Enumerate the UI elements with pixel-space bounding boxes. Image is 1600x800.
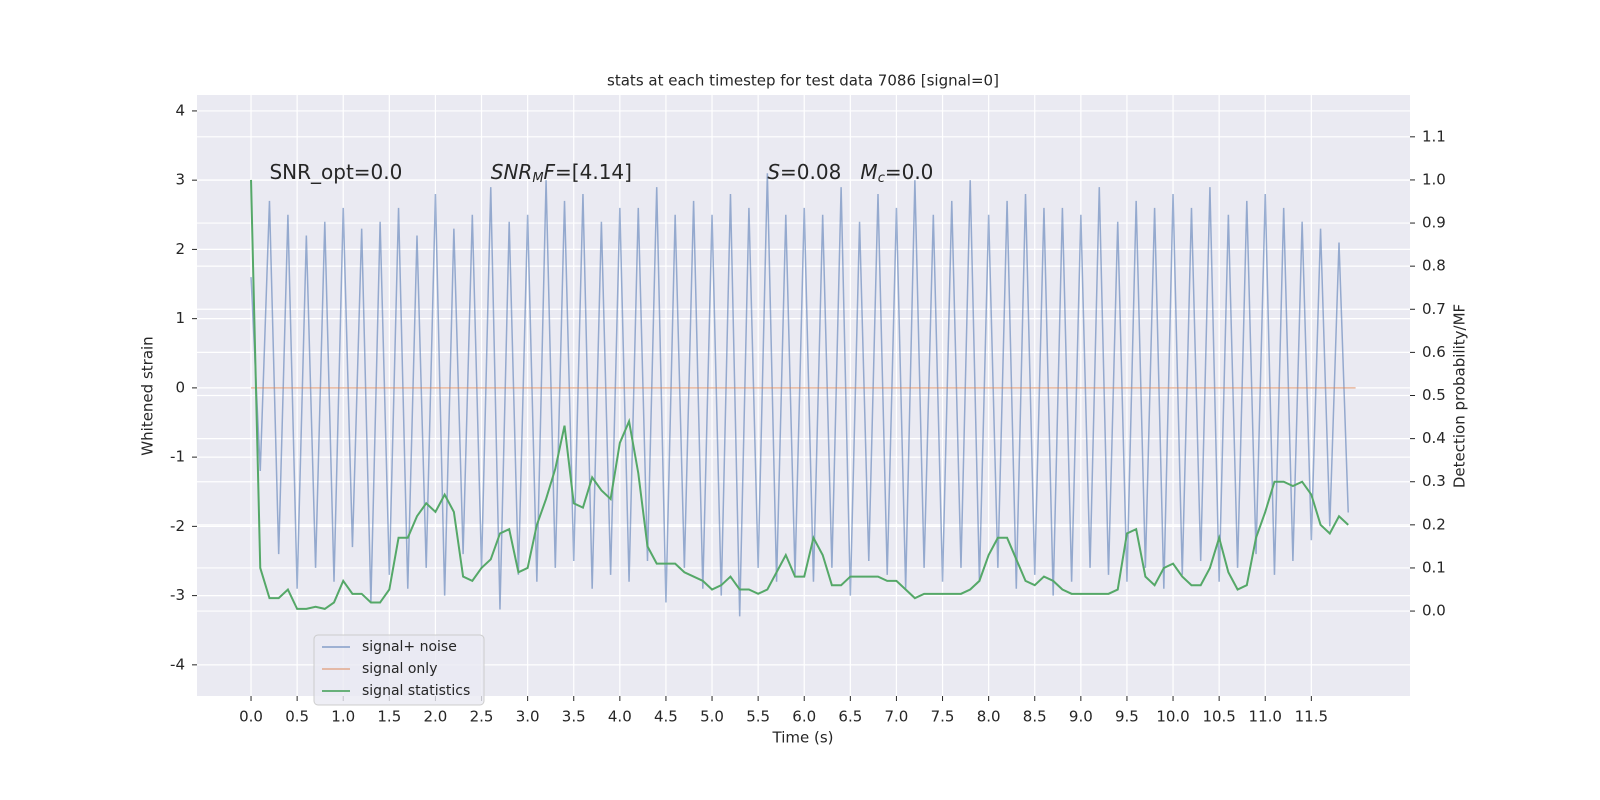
y2-tick-label: 0.3 [1422, 472, 1446, 490]
legend-box [313, 634, 485, 706]
y2-tick-label: 0.6 [1422, 343, 1446, 361]
y2-tick-label: 1.0 [1422, 170, 1446, 188]
y2-tick-label: 0.2 [1422, 515, 1446, 533]
y2-tick-label: 0.0 [1422, 602, 1446, 620]
series-line [250, 173, 1349, 617]
y2-tick-label: 0.4 [1422, 429, 1446, 447]
y2-tick-label: 1.1 [1422, 127, 1446, 145]
x-tick-label: 10.5 [1202, 708, 1235, 726]
y2-tick-label: 0.5 [1422, 386, 1446, 404]
y-tick-label: 0 [175, 378, 185, 396]
x-tick-label: 3.0 [516, 708, 540, 726]
annotation-part: c [878, 171, 885, 186]
x-tick-label: 2.0 [424, 708, 448, 726]
annotation-part: =0.0 [885, 160, 934, 184]
y2-axis-label: Detection probability/MF [1451, 304, 1469, 488]
x-tick-label: 0.0 [239, 708, 263, 726]
x-tick-label: 3.5 [562, 708, 586, 726]
x-tick-label: 9.0 [1069, 708, 1093, 726]
x-tick-label: 10.0 [1156, 708, 1189, 726]
annotation-part: M [532, 171, 543, 186]
y-tick-label: 3 [175, 171, 185, 189]
annotation-part: =[4.14] [555, 160, 632, 184]
x-tick-label: 5.5 [746, 708, 770, 726]
y-tick-label: 1 [175, 309, 185, 327]
annotation-part: SNR [491, 160, 533, 184]
y-tick-label: -1 [170, 448, 185, 466]
x-tick-label: 11.5 [1295, 708, 1328, 726]
x-tick-label: 4.0 [608, 708, 632, 726]
x-tick-label: 8.5 [1023, 708, 1047, 726]
y-tick-label: -2 [170, 517, 185, 535]
annotation-part: M [860, 160, 877, 184]
annotation: SNR_opt=0.0 [269, 160, 402, 184]
y2-tick-label: 0.7 [1422, 300, 1446, 318]
x-tick-label: 8.0 [977, 708, 1001, 726]
y2-tick-label: 0.1 [1422, 558, 1446, 576]
annotation: S=0.08 Mc=0.0 [767, 160, 933, 186]
x-tick-label: 0.5 [285, 708, 309, 726]
annotation-part: S [767, 160, 780, 184]
y-tick-label: -3 [170, 586, 185, 604]
x-tick-label: 9.5 [1115, 708, 1139, 726]
series-line [250, 179, 1349, 610]
x-tick-label: 1.5 [377, 708, 401, 726]
y-tick-label: -4 [170, 655, 185, 673]
x-tick-label: 11.0 [1249, 708, 1282, 726]
x-tick-label: 6.5 [838, 708, 862, 726]
chart-title: stats at each timestep for test data 708… [607, 72, 999, 90]
x-tick-label: 2.5 [470, 708, 494, 726]
x-tick-label: 6.0 [792, 708, 816, 726]
y2-tick-label: 0.9 [1422, 214, 1446, 232]
y-tick-label: 4 [175, 101, 185, 119]
annotation-part: =0.08 [780, 160, 860, 184]
legend-label: signal only [362, 661, 437, 677]
y-axis-label: Whitened strain [139, 336, 157, 455]
x-tick-label: 1.0 [331, 708, 355, 726]
legend-label: signal statistics [362, 683, 470, 699]
x-tick-label: 5.0 [700, 708, 724, 726]
annotation-part: SNR_opt=0.0 [269, 160, 402, 184]
x-tick-label: 4.5 [654, 708, 678, 726]
annotation-part: F [544, 160, 556, 184]
x-tick-label: 7.0 [885, 708, 909, 726]
annotation: SNRMF=[4.14] [491, 160, 632, 186]
x-tick-label: 7.5 [931, 708, 955, 726]
x-axis-label: Time (s) [772, 729, 834, 747]
y-tick-label: 2 [175, 240, 185, 258]
legend-label: signal+ noise [362, 639, 457, 655]
y2-tick-label: 0.8 [1422, 257, 1446, 275]
